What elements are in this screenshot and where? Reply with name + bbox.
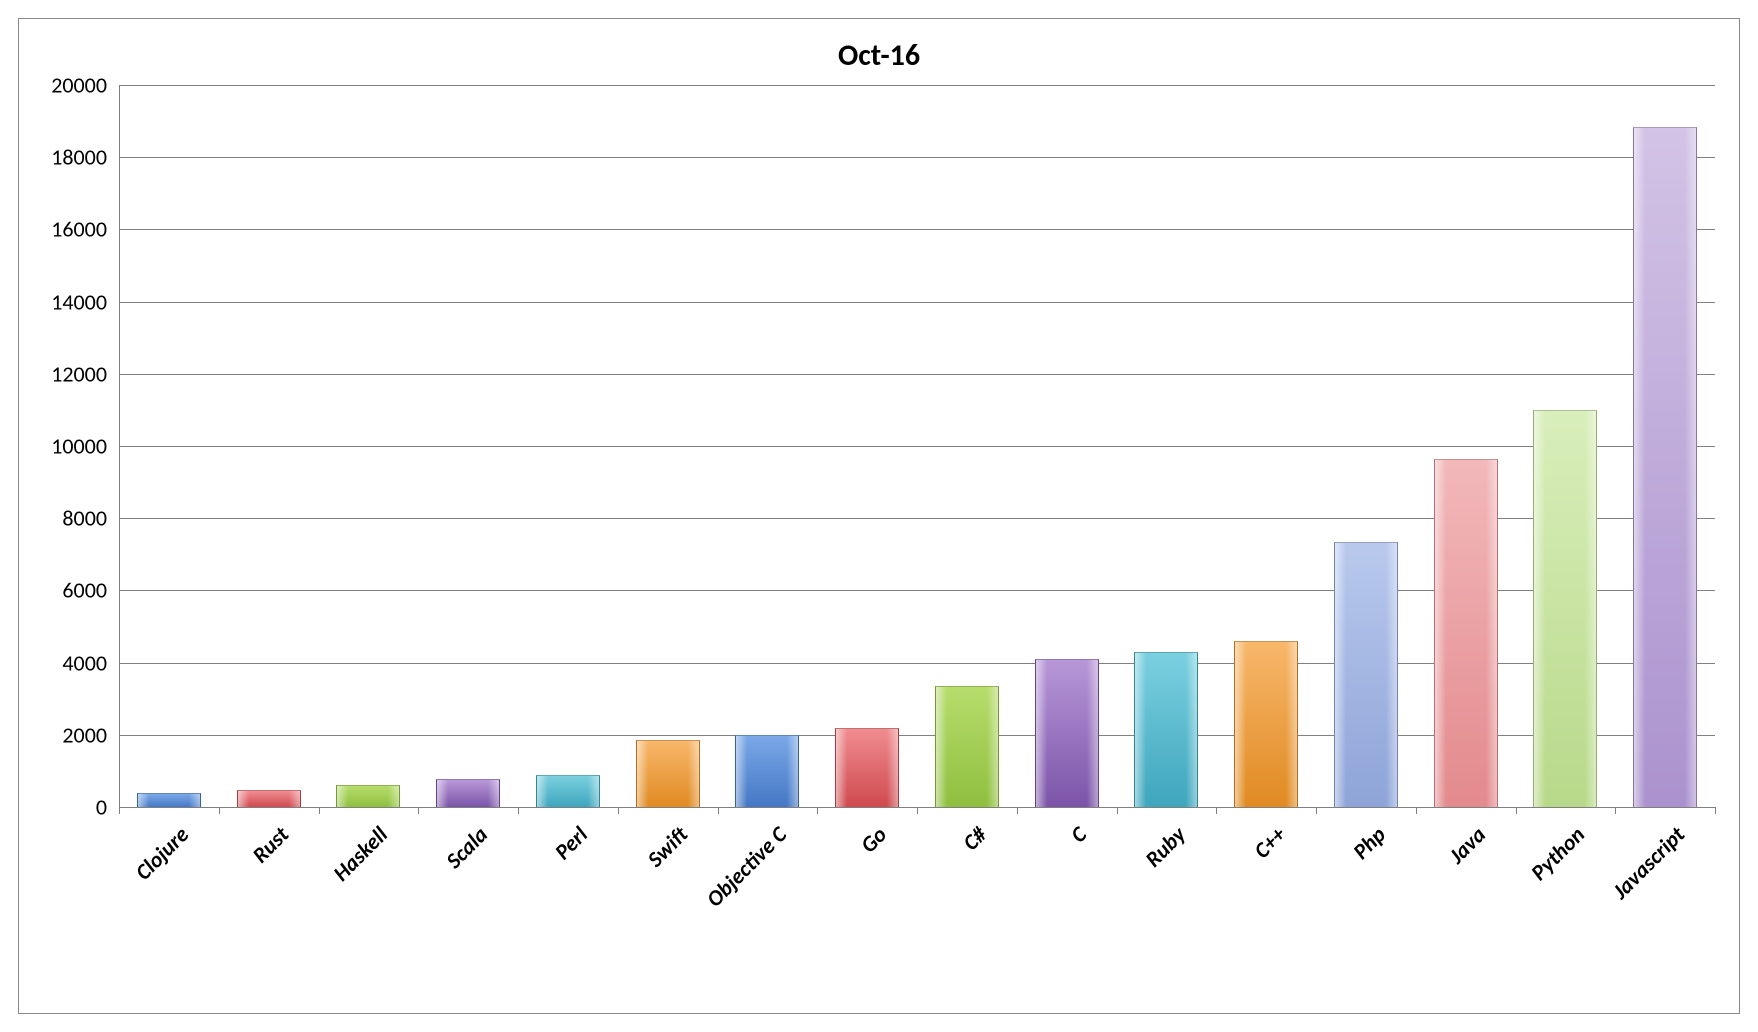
- x-tick-label: C++: [1088, 821, 1291, 1024]
- gridline: [119, 157, 1715, 158]
- x-tick: [817, 807, 818, 814]
- gridline: [119, 446, 1715, 447]
- x-tick: [1017, 807, 1018, 814]
- gridline: [119, 229, 1715, 230]
- y-tick-label: 20000: [19, 72, 107, 99]
- bar: [536, 775, 600, 807]
- x-tick: [1216, 807, 1217, 814]
- x-tick-label: Rust: [91, 821, 294, 1024]
- y-tick-label: 0: [19, 794, 107, 821]
- bar: [1035, 659, 1099, 807]
- y-tick-label: 18000: [19, 144, 107, 171]
- bar: [1533, 410, 1597, 807]
- y-tick-label: 12000: [19, 360, 107, 387]
- x-tick: [1715, 807, 1716, 814]
- gridline: [119, 85, 1715, 86]
- x-tick-label: Javascript: [1487, 821, 1690, 1024]
- x-tick: [1416, 807, 1417, 814]
- gridline: [119, 374, 1715, 375]
- x-tick: [319, 807, 320, 814]
- x-tick-label: Perl: [390, 821, 593, 1024]
- x-tick: [1117, 807, 1118, 814]
- x-tick-label: Python: [1388, 821, 1591, 1024]
- bar: [1234, 641, 1298, 807]
- bar: [237, 790, 301, 807]
- x-tick: [917, 807, 918, 814]
- chart-frame: Oct-16 020004000600080001000012000140001…: [18, 18, 1740, 1014]
- x-tick-label: Objective C: [590, 821, 793, 1024]
- y-tick-label: 6000: [19, 577, 107, 604]
- y-tick-label: 8000: [19, 505, 107, 532]
- bar: [835, 728, 899, 807]
- x-tick-label: Ruby: [989, 821, 1192, 1024]
- y-tick-label: 2000: [19, 721, 107, 748]
- x-tick: [518, 807, 519, 814]
- y-axis: [119, 85, 120, 807]
- x-tick-label: Swift: [490, 821, 693, 1024]
- x-tick: [718, 807, 719, 814]
- bar: [336, 785, 400, 807]
- bar: [1334, 542, 1398, 807]
- x-tick-label: Clojure: [0, 821, 194, 1024]
- x-tick-label: Go: [689, 821, 892, 1024]
- bar: [1633, 127, 1697, 807]
- x-tick: [618, 807, 619, 814]
- gridline: [119, 302, 1715, 303]
- x-tick-label: C: [889, 821, 1092, 1024]
- bar: [636, 740, 700, 807]
- x-tick-label: C#: [789, 821, 992, 1024]
- x-tick: [1316, 807, 1317, 814]
- chart-title: Oct-16: [19, 37, 1739, 74]
- bar: [137, 793, 201, 807]
- bar: [735, 735, 799, 807]
- x-tick-label: Haskell: [191, 821, 394, 1024]
- x-tick: [418, 807, 419, 814]
- x-tick-label: Php: [1188, 821, 1391, 1024]
- x-tick: [219, 807, 220, 814]
- y-tick-label: 10000: [19, 433, 107, 460]
- x-tick: [1516, 807, 1517, 814]
- bar: [935, 686, 999, 807]
- y-tick-label: 14000: [19, 288, 107, 315]
- bar: [1134, 652, 1198, 807]
- x-tick-label: Scala: [290, 821, 493, 1024]
- y-tick-label: 4000: [19, 649, 107, 676]
- x-tick: [119, 807, 120, 814]
- x-tick: [1615, 807, 1616, 814]
- plot-area: 0200040006000800010000120001400016000180…: [119, 85, 1715, 807]
- y-tick-label: 16000: [19, 216, 107, 243]
- bar: [1434, 459, 1498, 807]
- x-tick-label: Java: [1288, 821, 1491, 1024]
- bar: [436, 779, 500, 807]
